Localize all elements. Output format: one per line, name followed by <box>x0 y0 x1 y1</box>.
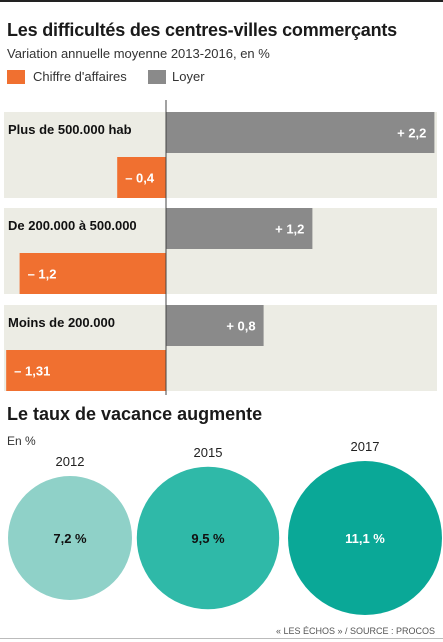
bar-ca-plus-de-500-000-hab <box>117 157 166 198</box>
label-loyer-plus-de-500-000-hab: + 2,2 <box>397 126 426 141</box>
category-label-plus-de-500-000-hab: Plus de 500.000 hab <box>8 122 132 137</box>
bar-chart: + 2,2 – 0,4 Plus de 500.000 hab + 1,2 – 1,2 D… <box>4 100 437 395</box>
value-label-2017: 11,1 % <box>345 531 385 546</box>
bubble-2015 <box>136 466 280 610</box>
label-loyer-de-200-000-500-000: + 1,2 <box>275 222 304 237</box>
vacancy-unit: En % <box>7 434 36 448</box>
value-label-2015: 9,5 % <box>191 531 225 546</box>
bar-loyer-moins-de-200-000 <box>166 305 264 346</box>
bar-loyer-plus-de-500-000-hab <box>166 112 435 153</box>
bubble-2017 <box>288 461 442 615</box>
legend-label-loyer: Loyer <box>172 69 205 84</box>
label-ca-moins-de-200-000: – 1,31 <box>14 364 50 379</box>
label-ca-de-200-000-500-000: – 1,2 <box>28 267 57 282</box>
label-ca-plus-de-500-000-hab: – 0,4 <box>125 171 155 186</box>
vacancy-title: Le taux de vacance augmente <box>7 404 263 424</box>
label-loyer-moins-de-200-000: + 0,8 <box>226 319 255 334</box>
chart-title: Les difficultés des centres-villes comme… <box>7 20 397 40</box>
category-label-moins-de-200-000: Moins de 200.000 <box>8 315 115 330</box>
category-label-de-200-000-500-000: De 200.000 à 500.000 <box>8 218 137 233</box>
value-label-2012: 7,2 % <box>53 531 87 546</box>
year-label-2012: 2012 <box>56 454 85 469</box>
year-label-2017: 2017 <box>351 440 380 454</box>
year-label-2015: 2015 <box>194 445 223 460</box>
legend-swatch-loyer <box>148 70 166 84</box>
bottom-rule <box>0 638 443 639</box>
bar-loyer-de-200-000-500-000 <box>166 208 313 249</box>
legend-label-chiffre-affaires: Chiffre d'affaires <box>33 69 127 84</box>
bubble-2012 <box>8 476 132 600</box>
bar-ca-moins-de-200-000 <box>6 350 167 391</box>
legend-swatch-chiffre-affaires <box>7 70 25 84</box>
source-credit: « LES ÉCHOS » / SOURCE : PROCOS <box>275 626 435 636</box>
top-rule <box>0 0 443 2</box>
vacancy-bubble-chart: 2012 7,2 % 2015 9,5 % 2017 11,1 % <box>8 440 442 615</box>
chart-subtitle: Variation annuelle moyenne 2013-2016, en… <box>7 46 270 61</box>
bar-ca-de-200-000-500-000 <box>19 253 166 294</box>
